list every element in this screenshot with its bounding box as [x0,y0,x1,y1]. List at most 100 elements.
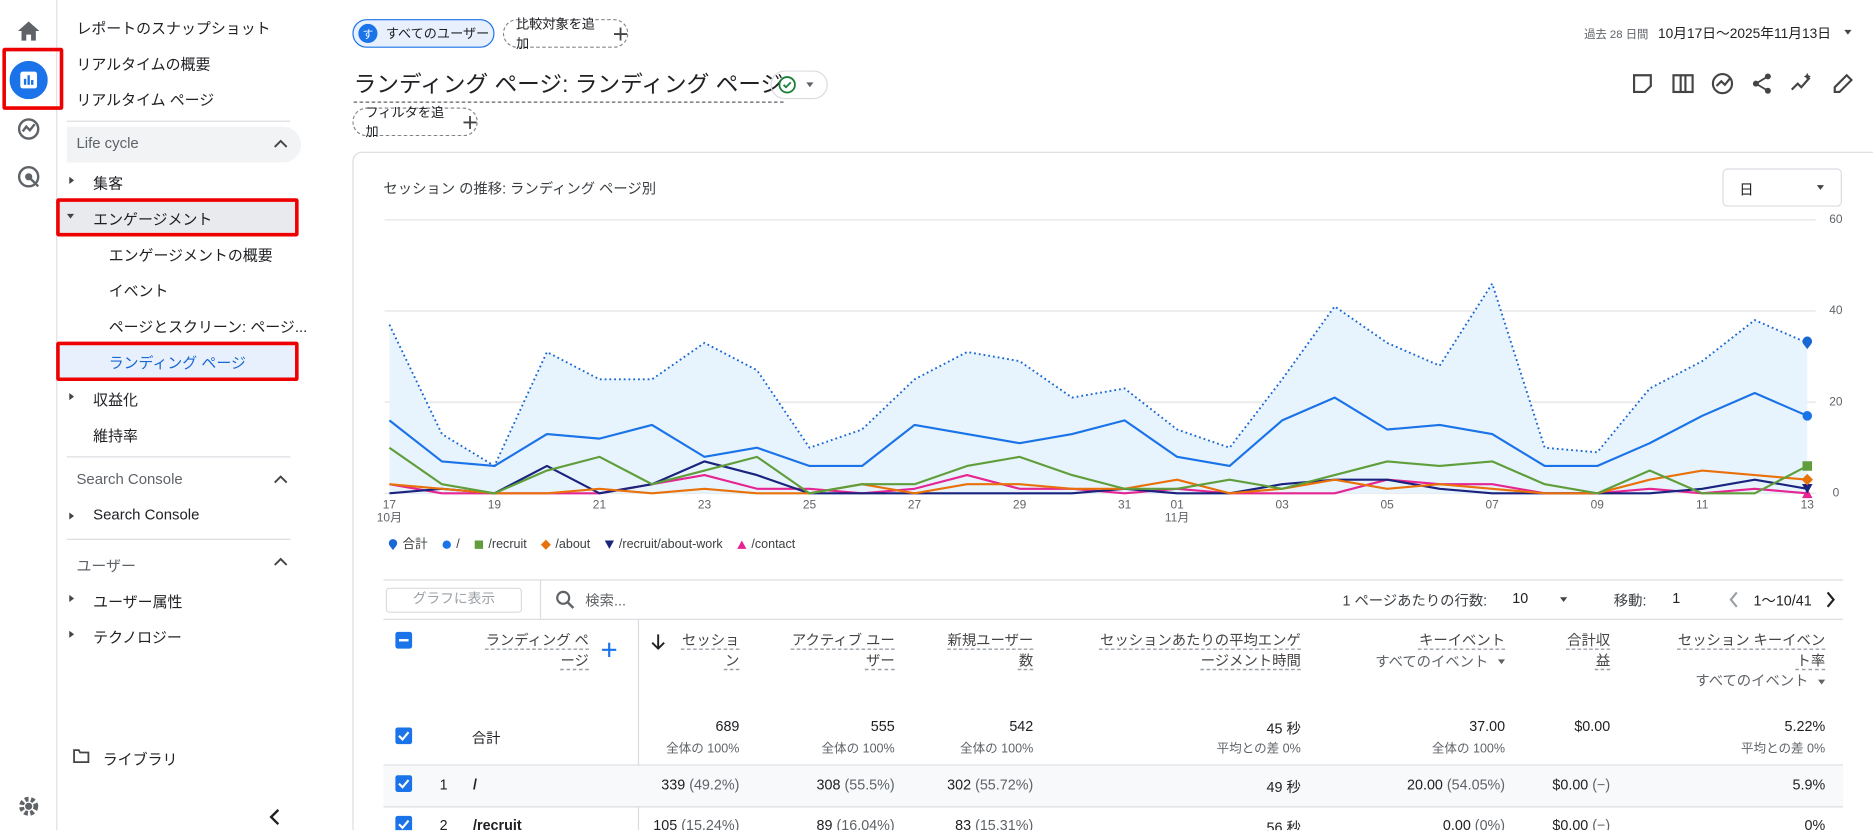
rows-dropdown-icon[interactable] [1560,597,1568,603]
expand-icon[interactable] [66,213,75,219]
prev-page[interactable] [1728,591,1739,608]
section-title[interactable]: ユーザー [76,557,136,575]
column-header[interactable]: セッション [584,631,739,670]
column-header[interactable]: キーイベントすべてのイベント [1350,631,1506,672]
nav-item[interactable]: ユーザー属性 [93,593,183,611]
add-dimension-icon[interactable] [602,642,617,657]
nav-item[interactable]: 集客 [93,175,124,193]
column-header[interactable]: アクティブ ユーザー [739,631,895,670]
highlight-box [56,341,299,382]
nav-item[interactable]: イベント [108,283,169,300]
nav-item[interactable]: ページとスクリーン: ページ... [108,318,308,336]
expand-icon[interactable] [69,630,75,638]
row-checkbox[interactable] [395,815,413,831]
divider [66,120,291,122]
section-title[interactable]: Life cycle [76,134,139,152]
status-chip[interactable] [770,70,828,100]
row-value: 105 (15.24%) [653,817,739,830]
section-title[interactable]: Search Console [76,470,183,488]
column-title: キーイベント [1419,631,1506,649]
x-tick-label: 19 [488,497,502,511]
x-tick-label: 29 [1013,497,1027,511]
collapse-icon[interactable] [274,474,288,484]
nav-item[interactable]: エンゲージメント [93,211,213,229]
expand-icon[interactable] [69,512,75,520]
nav-item[interactable]: Search Console [93,506,200,524]
select-all-checkbox[interactable] [395,631,413,649]
legend-marker [737,540,747,549]
collapse-nav-icon[interactable] [269,809,281,826]
value-share: (55.5%) [844,776,895,794]
total-sub: 全体の 100% [666,741,740,757]
value: 0.00 [1442,817,1471,831]
expand-icon[interactable] [69,176,75,184]
plus-icon [463,115,477,129]
x-tick-label: 17 [383,497,397,511]
divider [66,538,291,540]
interval-select[interactable]: 日 [1722,168,1842,207]
goto-page[interactable]: 1 [1672,590,1681,607]
nav-item[interactable]: テクノロジー [93,629,182,647]
filter-chip[interactable]: フィルタを追加 [352,106,478,140]
column-filter-label: すべてのイベント [1695,672,1809,690]
settings-icon[interactable] [17,794,41,818]
row-checkbox[interactable] [395,727,413,745]
nav-item[interactable]: リアルタイムの概要 [76,56,211,73]
show-in-chart-button[interactable]: グラフに表示 [385,587,522,613]
column-filter-label: すべてのイベント [1375,652,1489,670]
column-header[interactable]: 合計収益 [1455,631,1610,670]
toolbar-icons[interactable] [1632,72,1854,96]
area [389,283,1808,494]
row-dimension[interactable]: / [473,776,478,794]
plus-icon [614,26,628,41]
column-header[interactable]: ランディング ページ [475,631,589,670]
nav-item[interactable]: ライブラリ [102,751,178,769]
nav-item[interactable]: レポートのスナップショット [76,20,271,38]
nav-item-active[interactable]: ランディング ページ [108,354,246,372]
search-input[interactable]: 検索... [585,592,626,610]
compare-chip[interactable]: 比較対象を追加 [502,18,629,51]
row-index: 1 [439,776,448,794]
advertising-icon[interactable] [17,165,41,189]
rows-per-page[interactable]: 10 [1512,590,1529,607]
explore-icon[interactable] [17,117,41,141]
home-icon[interactable] [17,20,41,42]
value: 20.00 [1407,776,1443,794]
expand-icon[interactable] [69,594,75,603]
next-page[interactable] [1825,591,1836,608]
x-tick-label: 03 [1276,497,1290,511]
divider [383,579,1844,581]
date-dropdown-icon[interactable] [1844,29,1852,35]
nav-item[interactable]: エンゲージメントの概要 [108,247,273,264]
nav-item[interactable]: 維持率 [93,427,138,445]
nav-item[interactable]: 収益化 [93,391,138,409]
legend-marker [604,540,614,549]
segment-avatar: す [358,23,378,44]
value-share: (−) [1592,817,1611,831]
value-share: (15.24%) [681,817,740,831]
value-share: (54.05%) [1446,776,1506,794]
nav-item[interactable]: リアルタイム ページ [76,91,215,109]
filter-label: フィルタを追加 [365,106,445,140]
column-filter[interactable]: すべてのイベント [1350,652,1506,672]
collapse-icon[interactable] [274,557,288,567]
column-title: セッション キーイベント率 [1677,631,1826,669]
row-checkbox[interactable] [395,775,413,792]
row-index: 2 [439,817,448,831]
search-icon [556,590,575,609]
column-filter[interactable]: すべてのイベント [1665,671,1826,691]
segment-chip[interactable]: す すべてのユーザー [352,19,495,48]
value: 5.9% [1792,776,1826,794]
dropdown-icon [1818,679,1826,685]
column-header[interactable]: 新規ユーザー数 [878,631,1034,670]
column-header[interactable]: セッション キーイベント率すべてのイベント [1665,631,1826,691]
expand-icon[interactable] [69,392,75,401]
collapse-icon[interactable] [274,139,288,149]
row-dimension[interactable]: /recruit [473,817,522,831]
sort-icon[interactable] [651,634,665,650]
legend-label: /contact [751,537,795,551]
date-range[interactable]: 10月17日～2025年11月13日 [1657,27,1832,42]
column-header[interactable]: セッションあたりの平均エンゲージメント時間 [1086,631,1301,670]
reports-icon[interactable] [9,60,48,100]
